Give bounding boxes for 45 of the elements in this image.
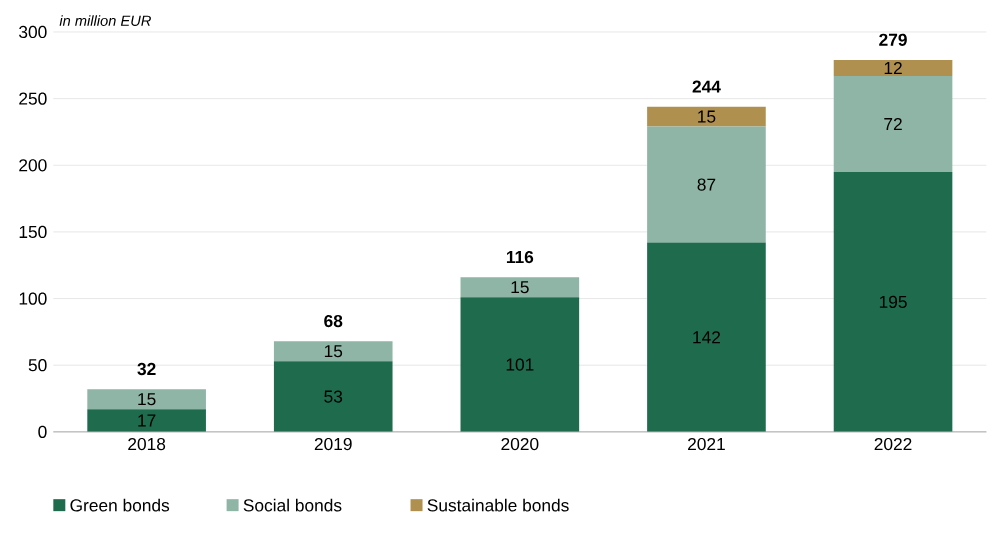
legend-label: Sustainable bonds [427,498,569,512]
x-tick-label: 2021 [688,437,725,450]
data-label: 15 [324,344,343,358]
data-label: 87 [697,178,716,191]
x-tick-label: 2018 [128,437,166,450]
data-label: 142 [693,330,721,344]
y-tick-label: 200 [19,158,47,172]
y-tick-label: 0 [38,425,47,438]
bar [273,360,393,432]
data-label: 101 [506,358,534,371]
x-tick-label: 2019 [314,437,352,450]
y-tick-label: 250 [19,92,47,105]
bar [460,297,580,432]
data-label: 15 [138,392,156,406]
total-label: 279 [879,33,907,46]
data-label: 53 [324,390,343,403]
bar [833,75,953,172]
data-label: 195 [879,295,907,308]
bar [273,340,393,361]
y-tick-label: 100 [19,292,47,305]
y-axis-title: in million EUR [59,14,151,26]
bar [87,388,206,409]
legend-label: Social bonds [243,498,342,512]
y-tick-label: 300 [19,25,47,38]
total-label: 32 [137,362,156,375]
data-label: 17 [138,414,156,427]
data-label: 15 [511,280,529,294]
bar [647,106,766,127]
legend-label: Green bonds [70,498,170,512]
x-tick-label: 2022 [874,437,912,450]
y-tick-label: 150 [19,225,47,238]
total-label: 68 [324,314,343,327]
bar [647,126,766,243]
total-label: 116 [506,250,534,263]
data-label: 15 [698,110,716,123]
total-label: 244 [692,80,721,93]
data-label: 12 [884,61,902,74]
bar [460,277,580,297]
x-tick-label: 2020 [501,437,539,450]
data-label: 72 [884,117,902,130]
bar [833,171,953,432]
y-tick-label: 50 [28,358,47,372]
bar [833,59,953,76]
bar [87,408,206,432]
bar [647,242,766,432]
